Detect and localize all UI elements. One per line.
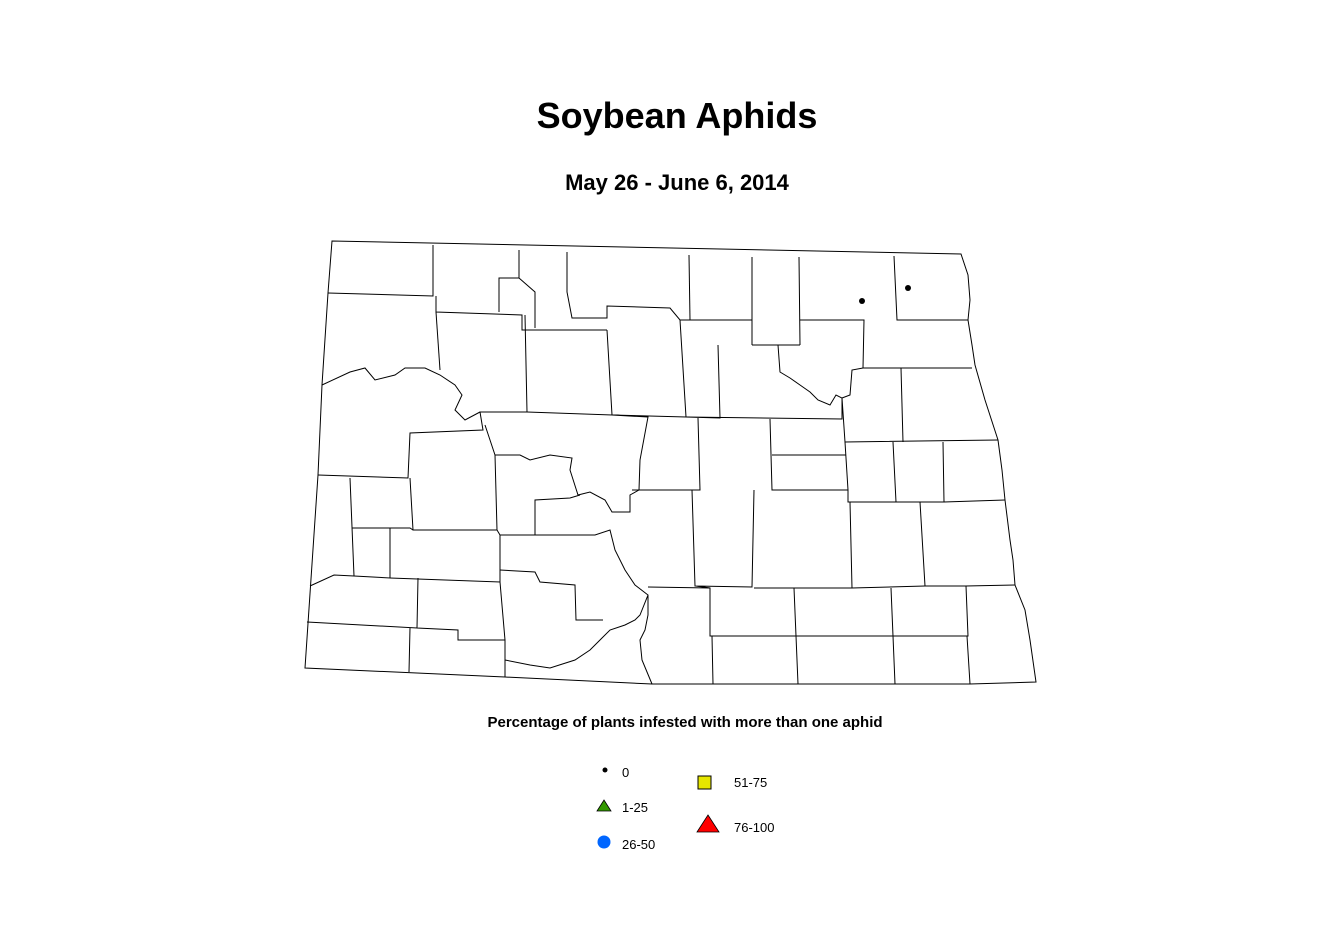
observation-point-0	[905, 285, 911, 291]
county-boundaries	[304, 240, 1037, 685]
legend-label: 0	[622, 765, 630, 780]
legend-symbols	[596, 767, 720, 849]
observation-point-0	[859, 298, 865, 304]
legend-title: Percentage of plants infested with more …	[487, 714, 883, 731]
legend-label: 1-25	[622, 800, 649, 815]
square-icon	[697, 775, 712, 790]
legend-label: 51-75	[734, 775, 768, 790]
map-title: Soybean Aphids	[536, 95, 818, 136]
triangle-icon	[596, 799, 612, 812]
map-subtitle: May 26 - June 6, 2014	[565, 170, 789, 195]
triangle-icon	[696, 814, 720, 833]
small-dot-icon	[602, 767, 608, 773]
state-outline	[304, 240, 1037, 685]
legend-label: 76-100	[734, 820, 775, 835]
observation-points	[859, 285, 911, 304]
legend-label: 26-50	[622, 837, 656, 852]
circle-icon	[597, 835, 611, 849]
